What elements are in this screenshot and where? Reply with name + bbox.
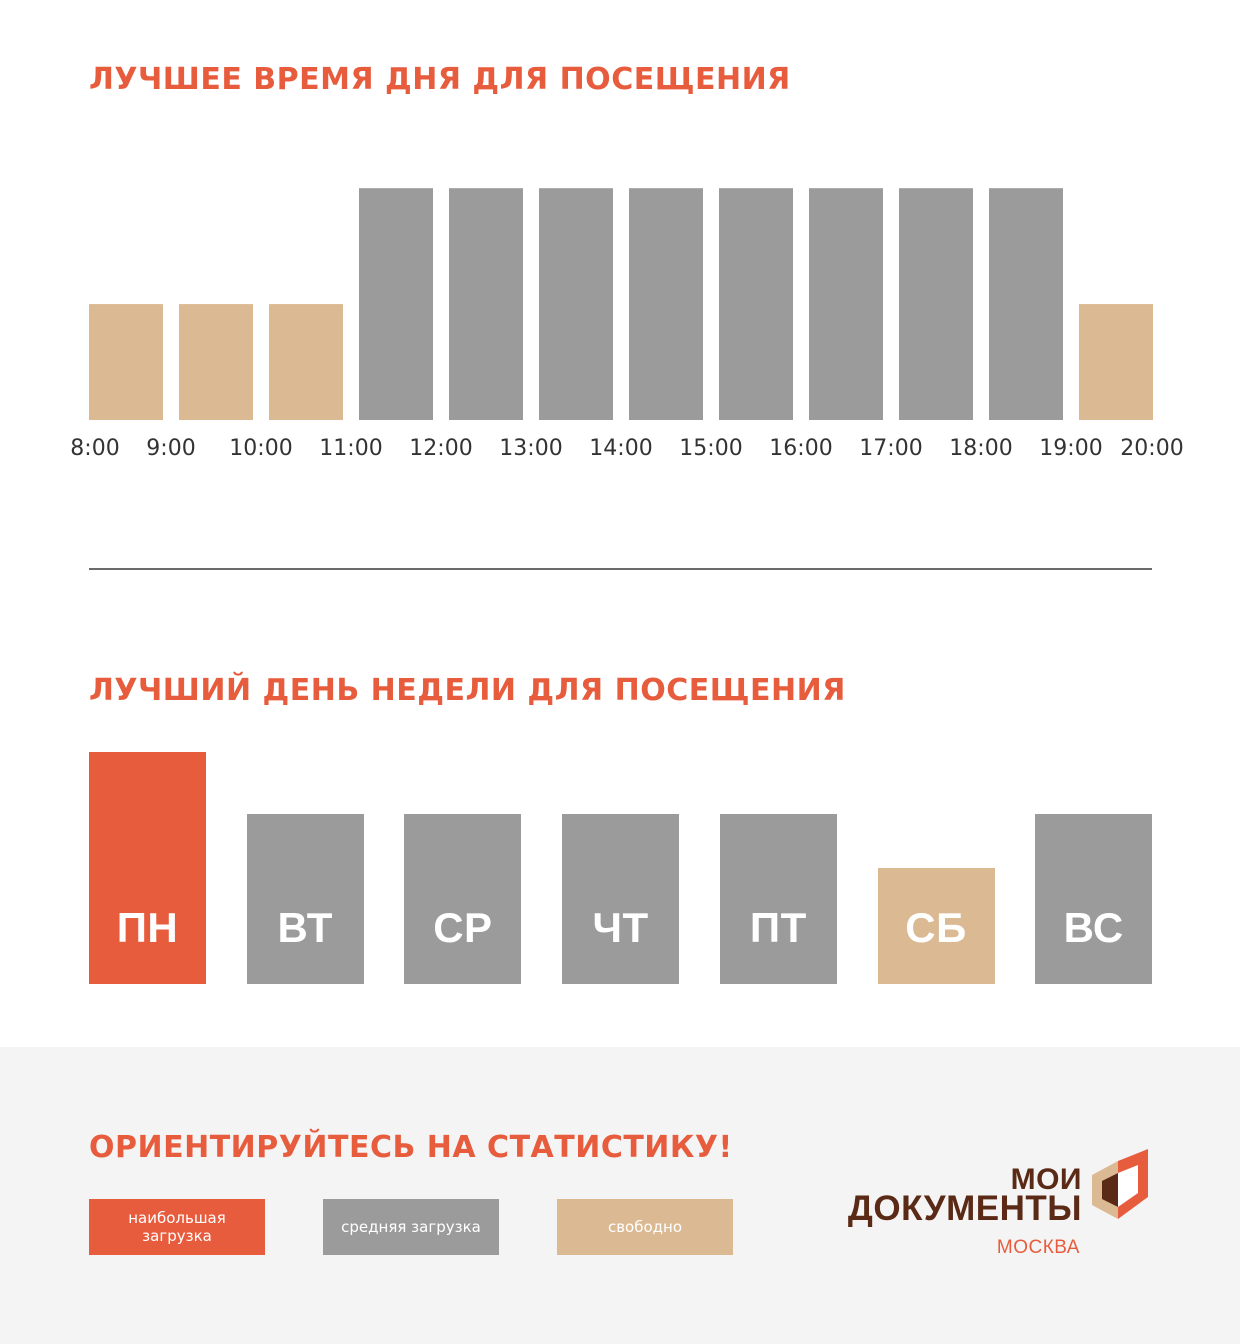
- logo-line2: ДОКУМЕНТЫ: [847, 1189, 1082, 1228]
- hour-tick-label: 15:00: [679, 436, 742, 461]
- day-bar-4: ЧТ: [562, 813, 680, 984]
- hour-bar-12: [449, 188, 523, 420]
- hour-tick-label: 8:00: [70, 436, 119, 461]
- hour-bar-17: [899, 188, 973, 420]
- hour-bar-14: [629, 188, 703, 420]
- day-label: ВТ: [277, 904, 333, 951]
- day-chart-title: ЛУЧШИЙ ДЕНЬ НЕДЕЛИ ДЛЯ ПОСЕЩЕНИЯ: [89, 673, 846, 708]
- day-bar-3: СР: [404, 813, 522, 984]
- logo-mark-icon: [1092, 1149, 1148, 1219]
- footer-title: ОРИЕНТИРУЙТЕСЬ НА СТАТИСТИКУ!: [89, 1130, 733, 1165]
- day-bar-7: ВС: [1035, 813, 1153, 984]
- day-label: СР: [433, 904, 493, 951]
- hour-bar-18: [989, 188, 1063, 420]
- section-divider: [89, 568, 1152, 570]
- logo: МОИ ДОКУМЕНТЫ МОСКВА: [848, 1145, 1160, 1265]
- legend-busiest: наибольшая загрузка: [89, 1199, 265, 1255]
- hour-tick-label: 20:00: [1120, 436, 1183, 461]
- hour-bar-9: [179, 304, 253, 420]
- hour-bar-16: [809, 188, 883, 420]
- hour-tick-label: 10:00: [229, 436, 292, 461]
- day-label: ЧТ: [592, 904, 649, 951]
- legend-average-label: средняя загрузка: [341, 1218, 481, 1236]
- hour-tick-label: 18:00: [949, 436, 1012, 461]
- hour-tick-label: 13:00: [499, 436, 562, 461]
- legend-free-label: свободно: [607, 1218, 683, 1236]
- hour-bar-10: [269, 304, 343, 420]
- legend-busiest-label: наибольшая загрузка: [128, 1209, 226, 1245]
- hour-tick-label: 14:00: [589, 436, 652, 461]
- hour-bar-15: [719, 188, 793, 420]
- legend-free: свободно: [557, 1199, 733, 1255]
- day-label: ПТ: [749, 904, 807, 951]
- days-chart: ПН ВТ СР ЧТ ПТ СБ ВС: [0, 740, 1240, 990]
- day-bar-2: ВТ: [246, 813, 364, 984]
- hour-tick-label: 9:00: [146, 436, 195, 461]
- hour-tick-label: 11:00: [319, 436, 382, 461]
- day-bar-5: ПТ: [719, 813, 837, 984]
- hours-chart: 8:00 9:00 10:00 11:00 12:00 13:00 14:00 15:00 16…: [70, 188, 1184, 461]
- time-chart-title: ЛУЧШЕЕ ВРЕМЯ ДНЯ ДЛЯ ПОСЕЩЕНИЯ: [89, 62, 791, 97]
- hour-bar-19: [1079, 304, 1153, 420]
- day-label: ПН: [116, 904, 179, 951]
- hour-tick-label: 19:00: [1039, 436, 1102, 461]
- day-bar-6: СБ: [877, 868, 995, 984]
- hour-tick-label: 17:00: [859, 436, 922, 461]
- logo-city: МОСКВА: [996, 1237, 1080, 1258]
- hour-bar-13: [539, 188, 613, 420]
- hour-tick-label: 16:00: [769, 436, 832, 461]
- logo-line1: МОИ: [1010, 1163, 1082, 1196]
- day-label: СБ: [905, 904, 967, 951]
- legend-average: средняя загрузка: [323, 1199, 499, 1255]
- hour-bar-11: [359, 188, 433, 420]
- footer-panel: [0, 1047, 1240, 1344]
- hour-bar-8: [89, 304, 163, 420]
- hour-tick-label: 12:00: [409, 436, 472, 461]
- day-bar-1: ПН: [89, 752, 206, 984]
- day-label: ВС: [1063, 904, 1124, 951]
